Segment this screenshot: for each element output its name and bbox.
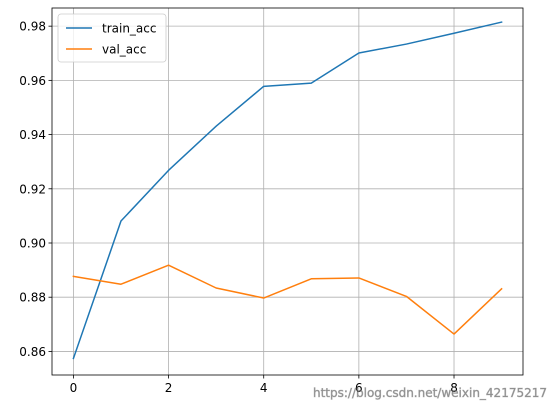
series-layer	[72, 21, 503, 360]
x-tick-label: 8	[450, 381, 458, 395]
legend-box	[57, 13, 167, 63]
x-tick-label: 6	[355, 381, 363, 395]
watermark-text: https://blog.csdn.net/weixin_42175217	[313, 386, 547, 400]
axes-layer	[51, 7, 524, 376]
ticks-layer: 0 2 4 6 8 0.86 0.88 0.90 0.92 0.94 0.96 0.98	[19, 20, 458, 395]
legend: train_acc val_acc	[57, 13, 167, 63]
x-tick-label: 4	[260, 381, 268, 395]
grid-layer	[52, 8, 523, 375]
legend-label-val_acc: val_acc	[102, 43, 146, 57]
series-line-train_acc	[72, 21, 503, 360]
y-tick-label: 0.86	[19, 345, 46, 359]
x-tick-label: 2	[165, 381, 173, 395]
y-tick-label: 0.88	[19, 291, 46, 305]
y-tick-label: 0.98	[19, 20, 46, 34]
x-tick-label: 0	[70, 381, 78, 395]
legend-label-train_acc: train_acc	[102, 22, 156, 36]
y-tick-label: 0.90	[19, 236, 46, 250]
y-tick-label: 0.92	[19, 182, 46, 196]
y-tick-label: 0.96	[19, 74, 46, 88]
series-line-val_acc	[72, 264, 503, 335]
plot-frame	[51, 7, 524, 376]
y-tick-label: 0.94	[19, 128, 46, 142]
